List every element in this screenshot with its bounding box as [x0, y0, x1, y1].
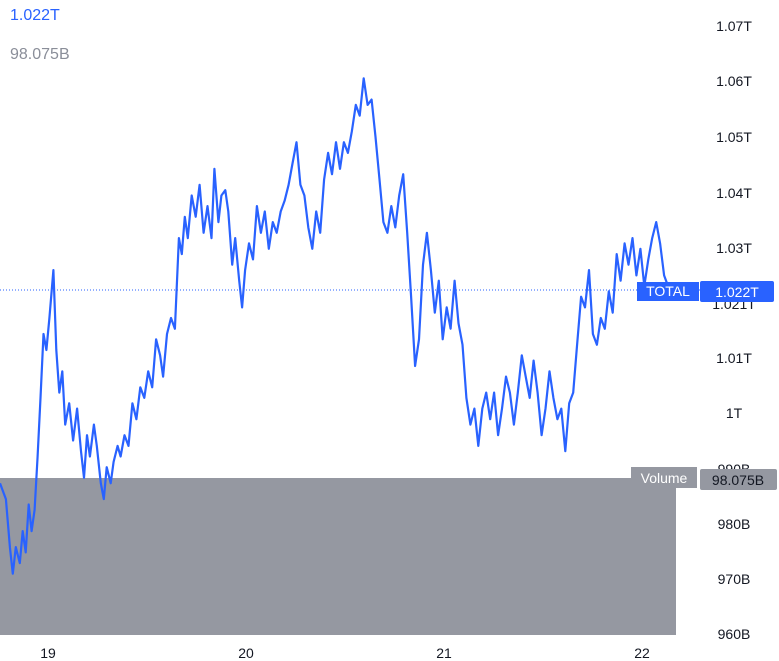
y-tick-label: 1.01T: [716, 350, 752, 366]
volume-name-badge: Volume: [631, 467, 697, 488]
series-name-badge: TOTAL: [637, 282, 699, 301]
x-tick-label: 20: [238, 645, 254, 661]
y-tick-label: 1.05T: [716, 129, 752, 145]
series-value-badge: 1.022T: [700, 281, 774, 302]
price-line: [0, 77, 674, 575]
series-legend-value: 1.022T: [10, 7, 60, 24]
volume-value-label: 98.075B: [712, 472, 764, 488]
volume-value-badge: 98.075B: [700, 469, 777, 490]
y-tick-label: 1.07T: [716, 18, 752, 34]
volume-name-label: Volume: [641, 470, 688, 486]
x-tick-label: 19: [40, 645, 56, 661]
price-axis[interactable]: 1.07T1.06T1.05T1.04T1.03T1.021T1.01T1T99…: [712, 18, 756, 642]
x-tick-label: 22: [634, 645, 650, 661]
volume-legend-value: 98.075B: [10, 46, 70, 63]
y-tick-label: 1.04T: [716, 185, 752, 201]
y-tick-label: 960B: [718, 626, 751, 642]
y-tick-label: 1.03T: [716, 240, 752, 256]
x-tick-label: 21: [436, 645, 452, 661]
series-name-label: TOTAL: [646, 283, 690, 299]
time-axis[interactable]: 19 20 21 22: [40, 645, 650, 661]
y-tick-label: 980B: [718, 516, 751, 532]
y-tick-label: 970B: [718, 571, 751, 587]
volume-area: [0, 478, 676, 635]
series-value-label: 1.022T: [715, 284, 759, 300]
y-tick-label: 1.06T: [716, 73, 752, 89]
y-tick-label: 1T: [726, 405, 743, 421]
